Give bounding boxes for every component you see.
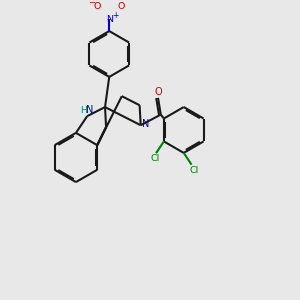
Text: O: O bbox=[118, 2, 125, 11]
Text: O: O bbox=[93, 2, 100, 11]
Text: Cl: Cl bbox=[189, 166, 198, 175]
Text: N: N bbox=[142, 119, 149, 129]
Text: O: O bbox=[155, 87, 162, 97]
Text: H: H bbox=[80, 106, 86, 115]
Text: −: − bbox=[88, 0, 95, 8]
Text: +: + bbox=[112, 11, 119, 20]
Text: N: N bbox=[86, 105, 94, 115]
Text: N: N bbox=[106, 15, 113, 24]
Text: Cl: Cl bbox=[150, 154, 159, 163]
